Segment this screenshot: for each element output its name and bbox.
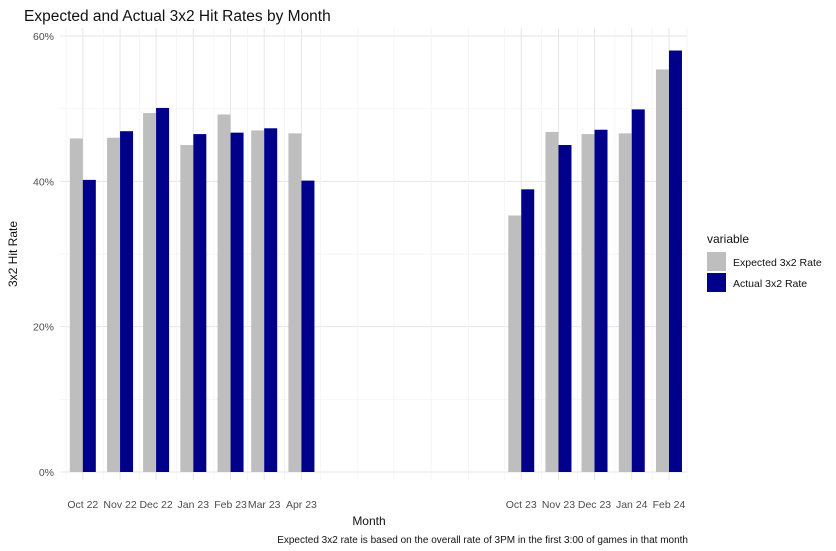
- bar-expected-nov-22: [107, 137, 121, 472]
- chart-caption: Expected 3x2 rate is based on the overal…: [277, 535, 688, 546]
- legend-items: Expected 3x2 Rate Actual 3x2 Rate: [707, 252, 822, 292]
- bar-actual-dec-23: [594, 129, 608, 473]
- y-tick-label: 60%: [33, 31, 54, 43]
- bar-actual-feb-23: [230, 132, 244, 472]
- x-tick-label: Feb 23: [214, 499, 247, 511]
- bar-expected-jan-24: [618, 133, 632, 472]
- x-tick-label: Dec 22: [139, 499, 172, 511]
- bar-expected-mar-23: [251, 130, 265, 472]
- y-tick-label: 0%: [39, 467, 54, 479]
- x-tick-label: Jan 23: [178, 499, 210, 511]
- x-tick-label: Nov 23: [542, 499, 575, 511]
- legend-title: variable: [707, 232, 749, 246]
- x-tick-labels: Oct 22 Nov 22 Dec 22 Jan 23 Feb 23 Mar 23 Apr …: [67, 499, 685, 511]
- bar-actual-jan-24: [631, 109, 645, 472]
- bar-actual-apr-23: [301, 180, 315, 472]
- bar-actual-feb-24: [668, 50, 682, 473]
- legend: variable Expected 3x2 Rate Actual 3x2 Rat…: [707, 232, 822, 292]
- legend-label: Expected 3x2 Rate: [733, 257, 822, 269]
- x-tick-label: Oct 22: [67, 499, 98, 511]
- x-tick-label: Nov 22: [103, 499, 136, 511]
- bars: [69, 50, 682, 473]
- bar-expected-feb-23: [217, 114, 231, 472]
- x-tick-label: Oct 23: [506, 499, 537, 511]
- bar-expected-apr-23: [288, 133, 302, 472]
- bar-expected-nov-23: [545, 131, 559, 473]
- x-axis-title: Month: [352, 514, 385, 528]
- legend-swatch: [707, 252, 726, 271]
- bar-actual-jan-23: [193, 134, 207, 472]
- y-tick-label: 40%: [33, 176, 54, 188]
- bar-expected-dec-23: [581, 134, 595, 472]
- bar-actual-nov-22: [120, 131, 134, 472]
- x-tick-label: Dec 23: [578, 499, 611, 511]
- bar-expected-jan-23: [180, 145, 194, 472]
- bar-actual-dec-22: [156, 107, 170, 472]
- legend-swatch: [707, 273, 726, 292]
- x-tick-label: Apr 23: [286, 499, 317, 511]
- legend-label: Actual 3x2 Rate: [733, 278, 807, 290]
- chart-title: Expected and Actual 3x2 Hit Rates by Mon…: [24, 8, 331, 25]
- bar-actual-oct-22: [82, 179, 96, 472]
- bar-expected-feb-24: [655, 69, 669, 472]
- y-tick-label: 20%: [33, 322, 54, 334]
- x-tick-label: Jan 24: [616, 499, 648, 511]
- x-tick-label: Feb 24: [653, 499, 686, 511]
- y-axis-title: 3x2 Hit Rate: [6, 221, 20, 287]
- bar-expected-oct-22: [69, 138, 83, 472]
- y-tick-labels: 0% 20% 40% 60%: [33, 31, 54, 479]
- x-tick-label: Mar 23: [248, 499, 281, 511]
- bar-actual-nov-23: [558, 145, 572, 472]
- bar-actual-oct-23: [521, 189, 535, 472]
- bar-expected-dec-22: [143, 113, 157, 472]
- bar-actual-mar-23: [264, 128, 278, 472]
- bar-expected-oct-23: [508, 215, 522, 472]
